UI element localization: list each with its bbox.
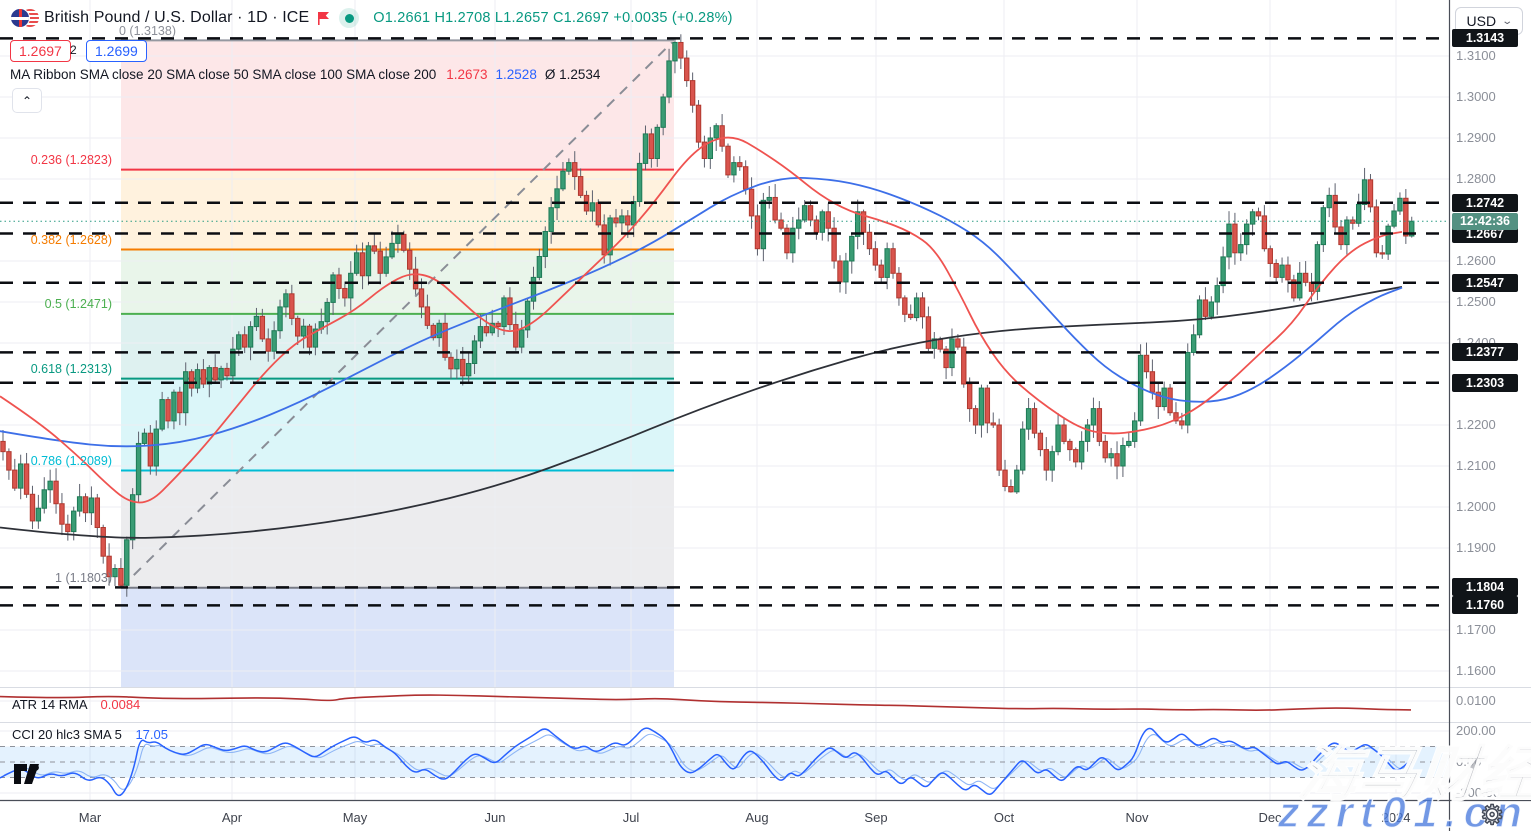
chart-header: British Pound / U.S. Dollar · 1D · ICE O…	[10, 8, 733, 28]
ma-line-sma-200[interactable]	[0, 285, 1403, 539]
time-axis-label: Nov	[1125, 810, 1149, 825]
fib-zone	[121, 587, 674, 687]
time-axis-label: Oct	[993, 810, 1015, 825]
price-level-label[interactable]: 1.1760	[1452, 596, 1518, 615]
ma-ribbon-sma50-value: 1.2528	[495, 67, 537, 82]
fib-level-label: 0.236 (1.2823)	[30, 152, 112, 167]
ma-ribbon-sma20-value: 1.2673	[446, 67, 488, 82]
tradingview-logo[interactable]	[13, 762, 45, 786]
fib-zone	[121, 470, 674, 588]
price-level-label[interactable]: 1.2742	[1452, 193, 1518, 212]
price-tick-label: 1.2200	[1456, 417, 1496, 432]
atr-line[interactable]	[0, 694, 1412, 711]
time-axis-label: Apr	[221, 810, 243, 825]
currency-label: USD	[1466, 13, 1497, 29]
atr-value: 0.0084	[100, 697, 141, 712]
cci-tick-label: 0.00	[1456, 754, 1482, 769]
chevron-down-icon: ⌄	[1501, 15, 1514, 27]
gear-icon: ⚙	[1479, 799, 1505, 831]
price-tick-label: 1.2600	[1456, 253, 1496, 268]
fib-level-label: 0.382 (1.2628)	[30, 232, 112, 247]
price-level-label[interactable]: 1.2377	[1452, 343, 1518, 362]
atr-pane-legend[interactable]: ATR 14 RMA 0.0084	[12, 697, 140, 712]
chevron-up-icon: ⌃	[21, 93, 33, 108]
fib-level-label: 0.618 (1.2313)	[30, 361, 112, 376]
cci-value: 17.05	[135, 727, 168, 742]
collapse-indicators-button[interactable]: ⌃	[12, 88, 42, 113]
time-axis-label: Aug	[745, 810, 769, 825]
fib-level-label: 0.5 (1.2471)	[44, 296, 112, 311]
price-tick-label: 1.2800	[1456, 171, 1496, 186]
cci-smoothing-line[interactable]	[3, 733, 1416, 790]
cci-tick-label: -200.00	[1456, 785, 1501, 800]
cci-pane-legend[interactable]: CCI 20 hlc3 SMA 5 17.05	[12, 727, 168, 742]
price-level-label[interactable]: 1.1804	[1452, 578, 1518, 597]
ohlc-readout: O1.2661 H1.2708 L1.2657 C1.2697 +0.0035 …	[373, 10, 733, 26]
price-level-label[interactable]: 1.2547	[1452, 273, 1518, 292]
time-axis-label: Jun	[484, 810, 506, 825]
atr-tick-label: 0.0100	[1456, 693, 1496, 708]
price-tick-label: 1.3100	[1456, 48, 1496, 63]
fib-trend-line[interactable]	[120, 41, 673, 589]
time-axis-label: Mar	[78, 810, 102, 825]
time-axis-label: Dec	[1258, 810, 1282, 825]
ma-line-sma-50[interactable]	[0, 176, 1403, 448]
price-tick-label: 1.3000	[1456, 89, 1496, 104]
fib-zone	[121, 313, 674, 379]
time-axis-label: Sep	[864, 810, 888, 825]
ma-line-sma-20[interactable]	[0, 136, 1403, 504]
price-level-label[interactable]: 1.2303	[1452, 373, 1518, 392]
symbol-pair-logo[interactable]	[10, 8, 40, 28]
spread-value: 2	[70, 43, 77, 57]
time-axis-label: May	[342, 810, 368, 825]
candles[interactable]	[0, 34, 1415, 597]
watermark-site-url: zzrt01.cn	[1277, 787, 1529, 831]
fib-zone	[121, 40, 674, 170]
bid-price-button[interactable]: 1.2697	[10, 40, 71, 62]
ma-ribbon-label: MA Ribbon SMA close 20 SMA close 50 SMA …	[10, 67, 437, 82]
cci-tick-label: 200.00	[1456, 723, 1496, 738]
symbol-title[interactable]: British Pound / U.S. Dollar · 1D · ICE	[44, 9, 310, 26]
bar-countdown-label: 12:42:36	[1452, 212, 1518, 230]
market-status-icon[interactable]	[339, 8, 360, 28]
price-level-label[interactable]: 1.3143	[1452, 29, 1518, 48]
price-tick-label: 1.1900	[1456, 540, 1496, 555]
price-tick-label: 1.1600	[1456, 663, 1496, 678]
price-tick-label: 1.2100	[1456, 458, 1496, 473]
time-axis-label: 2024	[1381, 810, 1411, 825]
price-tick-label: 1.2500	[1456, 294, 1496, 309]
fib-level-label: 0.786 (1.2089)	[30, 453, 112, 468]
red-flag-icon[interactable]	[317, 11, 331, 25]
ma-ribbon-average-value: Ø 1.2534	[544, 67, 601, 82]
price-tick-label: 1.2900	[1456, 130, 1496, 145]
ma-ribbon-status[interactable]: MA Ribbon SMA close 20 SMA close 50 SMA …	[10, 67, 600, 82]
cci-label: CCI 20 hlc3 SMA 5	[12, 727, 122, 742]
price-tick-label: 1.2000	[1456, 499, 1496, 514]
ask-price-button[interactable]: 1.2699	[86, 40, 147, 62]
atr-label: ATR 14 RMA	[12, 697, 87, 712]
cci-line[interactable]	[0, 727, 1412, 797]
fib-level-label: 1 (1.1803)	[55, 570, 112, 585]
fib-level-0-label: 0 (1.3138)	[119, 24, 176, 38]
time-axis-label: Jul	[622, 810, 640, 825]
price-tick-label: 1.1700	[1456, 622, 1496, 637]
